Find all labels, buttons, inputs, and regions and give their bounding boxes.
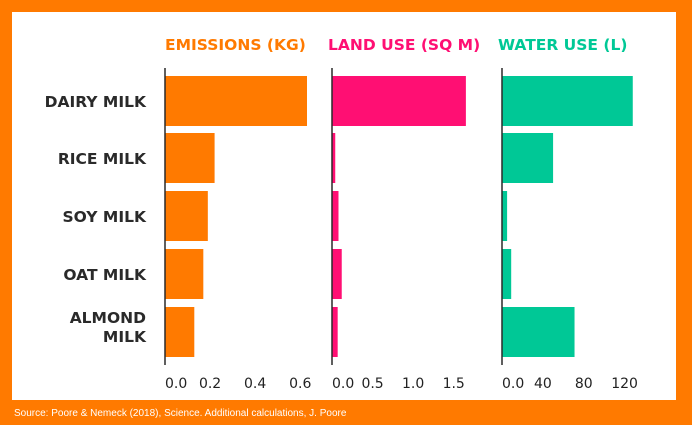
bar [502,133,554,183]
chart-frame: DAIRY MILK RICE MILK SOY MILK OAT MILK ALMON… [12,12,676,400]
bar [502,307,575,357]
bar [165,76,307,126]
category-label-line: ALMOND [70,309,146,327]
category-label: SOY MILK [63,208,147,226]
tick-label: 120 [611,376,638,392]
bar [332,133,336,183]
tick-label: 1.0 [402,376,424,392]
bar [165,307,195,357]
tick-label: 80 [575,376,593,392]
category-label-line: RICE MILK [58,150,147,168]
bar [332,191,339,241]
category-label: RICE MILK [58,150,147,168]
tick-label: 0.2 [199,376,221,392]
bar [502,76,633,126]
category-label-line: DAIRY MILK [45,93,147,111]
bar [502,191,508,241]
milk-impact-chart: DAIRY MILK RICE MILK SOY MILK OAT MILK ALMON… [45,36,638,392]
tick-label: 0.4 [244,376,266,392]
tick-label: 0.0 [165,376,187,392]
panel-title: WATER USE (L) [498,36,627,54]
tick-label: 0.0 [332,376,354,392]
tick-label: 0.6 [289,376,311,392]
bar [332,249,342,299]
category-label-line: OAT MILK [63,266,147,284]
bar [165,191,208,241]
panel-title: EMISSIONS (KG) [165,36,306,54]
tick-label: 0.5 [361,376,383,392]
category-label: OAT MILK [63,266,147,284]
bar [332,307,338,357]
category-label-line: MILK [103,328,147,346]
tick-label: 1.5 [443,376,465,392]
bar [165,133,215,183]
tick-label: 0.0 [502,376,524,392]
panel-title: LAND USE (SQ M) [328,36,480,54]
source-note: Source: Poore & Nemeck (2018), Science. … [14,408,347,419]
tick-label: 40 [534,376,552,392]
category-label: DAIRY MILK [45,93,147,111]
bar [502,249,512,299]
bar [332,76,466,126]
bar [165,249,204,299]
category-label: ALMOND MILK [70,309,147,346]
category-label-line: SOY MILK [63,208,147,226]
